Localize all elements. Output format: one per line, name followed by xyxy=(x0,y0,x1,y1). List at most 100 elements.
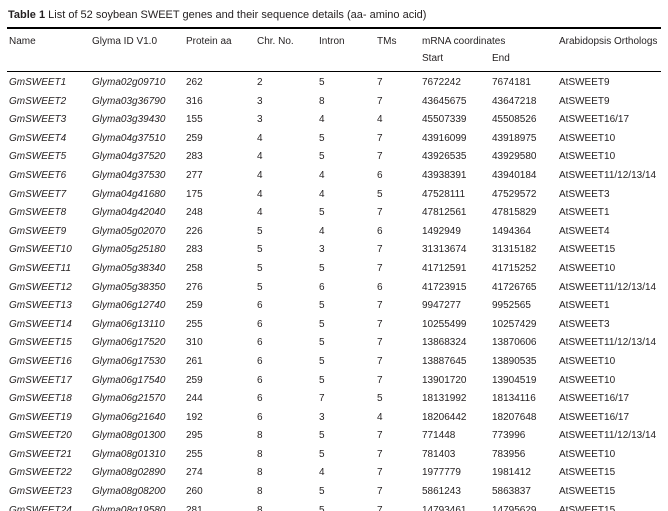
cell-protein-aa: 226 xyxy=(186,225,203,237)
table-caption-label: Table 1 xyxy=(8,9,46,21)
cell-intron: 5 xyxy=(319,262,325,274)
cell-chr-no: 5 xyxy=(257,225,263,237)
sweet-genes-table: Name Glyma ID V1.0 Protein aa Chr. No. I… xyxy=(7,27,661,511)
cell-gene-name: GmSWEET14 xyxy=(9,318,72,330)
cell-protein-aa: 255 xyxy=(186,318,203,330)
cell-gene-name: GmSWEET10 xyxy=(9,244,72,256)
cell-glyma-id: Glyma06g21570 xyxy=(92,393,166,405)
cell-tms: 4 xyxy=(377,411,383,423)
cell-protein-aa: 277 xyxy=(186,169,203,181)
cell-ortholog: AtSWEET10 xyxy=(559,151,616,163)
col-header-start: Start xyxy=(422,53,444,64)
cell-intron: 5 xyxy=(319,337,325,349)
cell-protein-aa: 262 xyxy=(186,77,203,88)
cell-chr-no: 4 xyxy=(257,169,263,181)
table-row: GmSWEET6 Glyma04g37530 277 4 4 6 4393839… xyxy=(7,167,661,186)
cell-tms: 7 xyxy=(377,151,383,163)
cell-tms: 7 xyxy=(377,467,383,479)
col-header-tms: TMs xyxy=(377,36,397,47)
cell-ortholog: AtSWEET16/17 xyxy=(559,114,630,126)
cell-ortholog: AtSWEET11/12/13/14 xyxy=(559,169,657,181)
cell-gene-name: GmSWEET8 xyxy=(9,207,67,219)
table-caption: Table 1 List of 52 soybean SWEET genes a… xyxy=(7,6,661,27)
cell-gene-name: GmSWEET16 xyxy=(9,355,72,367)
cell-tms: 6 xyxy=(377,225,383,237)
cell-glyma-id: Glyma03g39430 xyxy=(92,114,166,126)
cell-gene-name: GmSWEET9 xyxy=(9,225,67,237)
cell-mrna-end: 41726765 xyxy=(492,281,537,293)
table-row: GmSWEET20 Glyma08g01300 295 8 5 7 771448… xyxy=(7,427,661,446)
table-row: GmSWEET7 Glyma04g41680 175 4 4 5 4752811… xyxy=(7,186,661,205)
cell-intron: 5 xyxy=(319,355,325,367)
cell-gene-name: GmSWEET11 xyxy=(9,262,72,274)
cell-chr-no: 3 xyxy=(257,95,263,107)
cell-ortholog: AtSWEET10 xyxy=(559,374,616,386)
cell-tms: 4 xyxy=(377,114,383,126)
cell-gene-name: GmSWEET5 xyxy=(9,151,67,163)
cell-protein-aa: 260 xyxy=(186,486,203,498)
cell-protein-aa: 248 xyxy=(186,207,203,219)
cell-tms: 7 xyxy=(377,132,383,144)
cell-gene-name: GmSWEET18 xyxy=(9,393,72,405)
cell-mrna-start: 9947277 xyxy=(422,300,461,312)
cell-ortholog: AtSWEET11/12/13/14 xyxy=(559,337,657,349)
cell-tms: 7 xyxy=(377,504,383,511)
cell-mrna-end: 41715252 xyxy=(492,262,537,274)
cell-intron: 5 xyxy=(319,318,325,330)
table-row: GmSWEET10 Glyma05g25180 283 5 3 7 313136… xyxy=(7,241,661,260)
cell-mrna-end: 43940184 xyxy=(492,169,537,181)
cell-chr-no: 8 xyxy=(257,448,263,460)
cell-chr-no: 2 xyxy=(257,77,263,88)
cell-gene-name: GmSWEET2 xyxy=(9,95,67,107)
table-row: GmSWEET23 Glyma08g08200 260 8 5 7 586124… xyxy=(7,483,661,502)
col-header-name: Name xyxy=(9,36,36,47)
cell-mrna-end: 43929580 xyxy=(492,151,537,163)
cell-protein-aa: 258 xyxy=(186,262,203,274)
cell-intron: 7 xyxy=(319,393,325,405)
cell-mrna-end: 18134116 xyxy=(492,393,536,405)
cell-tms: 7 xyxy=(377,448,383,460)
table-row: GmSWEET18 Glyma06g21570 244 6 7 5 181319… xyxy=(7,390,661,409)
cell-chr-no: 5 xyxy=(257,262,263,274)
cell-gene-name: GmSWEET4 xyxy=(9,132,67,144)
cell-chr-no: 6 xyxy=(257,318,263,330)
table-row: GmSWEET12 Glyma05g38350 276 5 6 6 417239… xyxy=(7,279,661,298)
cell-mrna-end: 47529572 xyxy=(492,188,537,200)
cell-protein-aa: 283 xyxy=(186,151,203,163)
cell-chr-no: 6 xyxy=(257,355,263,367)
cell-protein-aa: 175 xyxy=(186,188,203,200)
table-row: GmSWEET4 Glyma04g37510 259 4 5 7 4391609… xyxy=(7,130,661,149)
cell-protein-aa: 259 xyxy=(186,300,203,312)
table-row: GmSWEET22 Glyma08g02890 274 8 4 7 197777… xyxy=(7,464,661,483)
cell-mrna-end: 773996 xyxy=(492,430,526,442)
cell-gene-name: GmSWEET6 xyxy=(9,169,67,181)
cell-glyma-id: Glyma04g37530 xyxy=(92,169,166,181)
cell-gene-name: GmSWEET22 xyxy=(9,467,72,479)
cell-glyma-id: Glyma05g38350 xyxy=(92,281,166,293)
cell-mrna-start: 41712591 xyxy=(422,262,467,274)
table-row: GmSWEET24 Glyma08g19580 281 8 5 7 147934… xyxy=(7,502,661,511)
cell-intron: 4 xyxy=(319,467,325,479)
cell-mrna-start: 18206442 xyxy=(422,411,467,423)
cell-ortholog: AtSWEET15 xyxy=(559,244,616,256)
cell-mrna-start: 13887645 xyxy=(422,355,467,367)
cell-protein-aa: 259 xyxy=(186,132,203,144)
cell-protein-aa: 255 xyxy=(186,448,203,460)
table-row: GmSWEET9 Glyma05g02070 226 5 4 6 1492949… xyxy=(7,223,661,242)
table-row: GmSWEET5 Glyma04g37520 283 4 5 7 4392653… xyxy=(7,148,661,167)
cell-ortholog: AtSWEET10 xyxy=(559,132,616,144)
cell-tms: 7 xyxy=(377,207,383,219)
cell-intron: 4 xyxy=(319,225,325,237)
cell-gene-name: GmSWEET1 xyxy=(9,77,67,88)
cell-mrna-end: 18207648 xyxy=(492,411,537,423)
cell-glyma-id: Glyma05g02070 xyxy=(92,225,166,237)
cell-chr-no: 5 xyxy=(257,281,263,293)
cell-intron: 5 xyxy=(319,300,325,312)
cell-gene-name: GmSWEET21 xyxy=(9,448,72,460)
cell-mrna-start: 771448 xyxy=(422,430,456,442)
cell-protein-aa: 283 xyxy=(186,244,203,256)
cell-protein-aa: 281 xyxy=(186,504,203,511)
cell-intron: 4 xyxy=(319,114,325,126)
cell-mrna-end: 9952565 xyxy=(492,300,531,312)
